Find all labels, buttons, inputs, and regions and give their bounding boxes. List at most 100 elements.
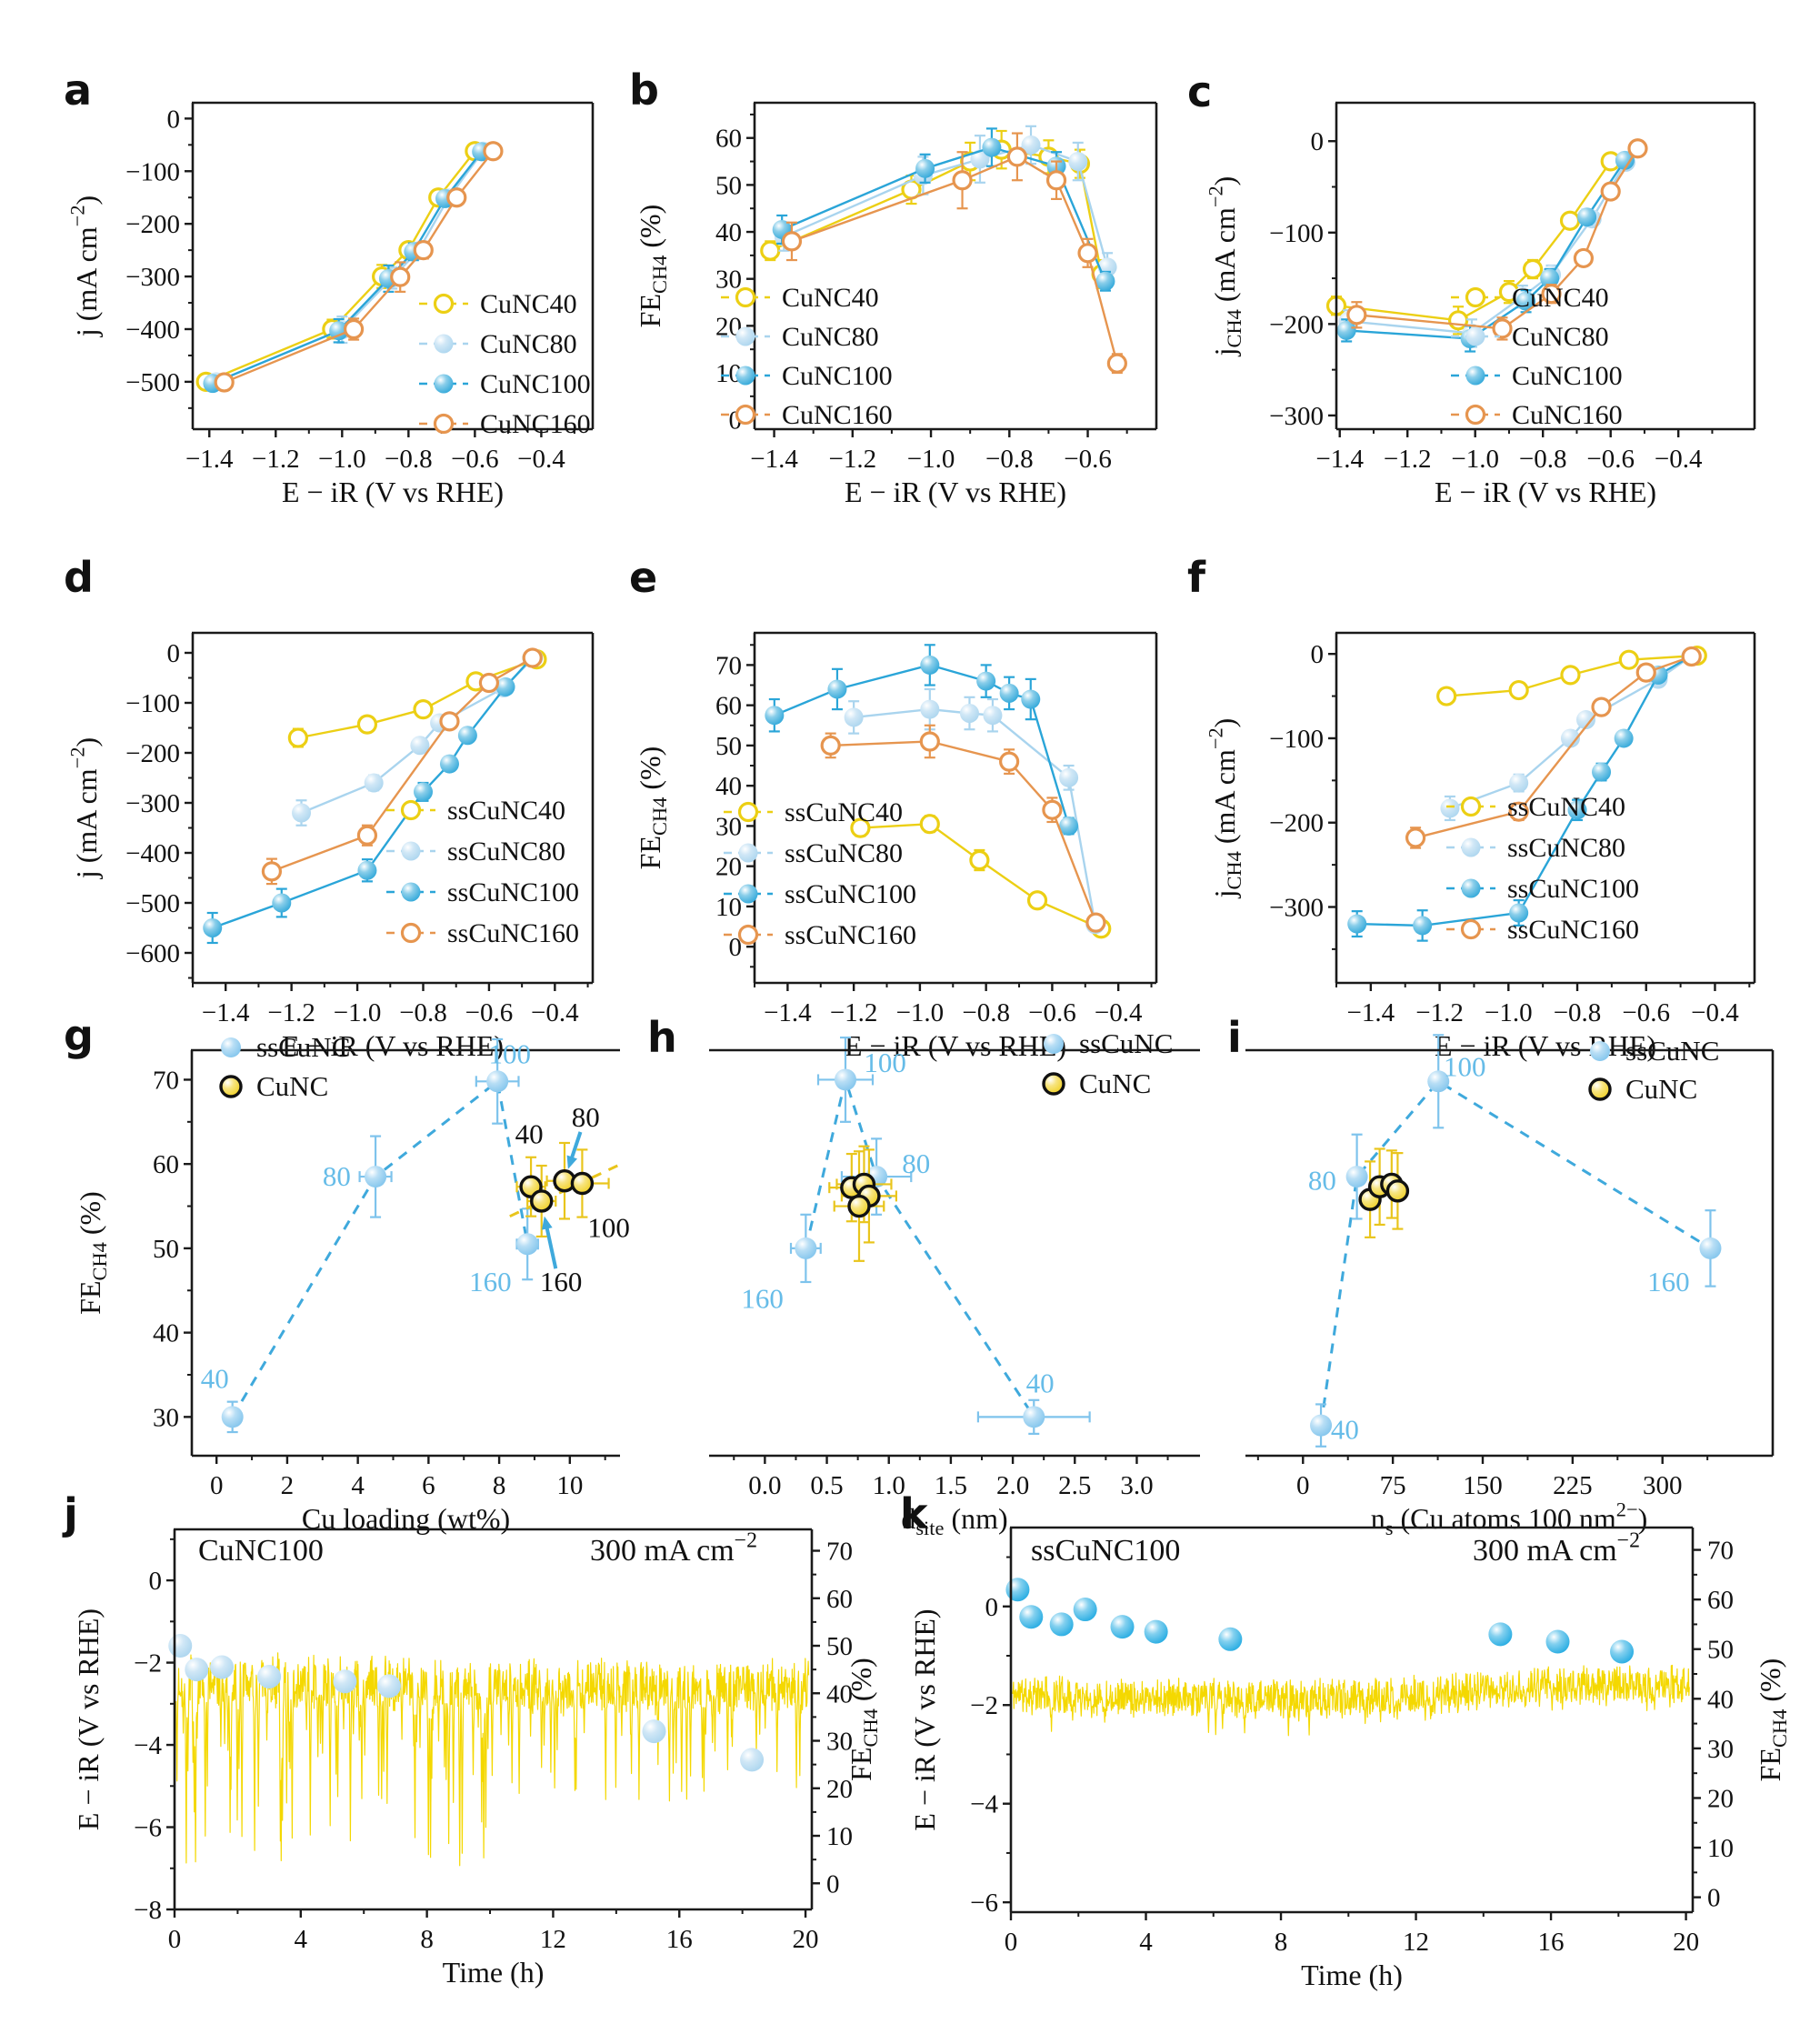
svg-text:20: 20 xyxy=(793,1925,819,1954)
svg-text:20: 20 xyxy=(1673,1928,1699,1957)
svg-text:16: 16 xyxy=(666,1925,693,1954)
svg-text:4: 4 xyxy=(351,1471,365,1500)
svg-text:0: 0 xyxy=(1311,127,1325,156)
svg-text:300 mA cm−2: 300 mA cm−2 xyxy=(1473,1529,1640,1568)
panel-h-letter: h xyxy=(647,1013,677,1062)
svg-text:−0.4: −0.4 xyxy=(1655,445,1703,474)
panel-k-letter: k xyxy=(900,1489,928,1538)
svg-text:70: 70 xyxy=(715,651,742,680)
svg-text:CuNC100: CuNC100 xyxy=(480,369,591,399)
svg-text:−0.8: −0.8 xyxy=(399,998,447,1027)
svg-text:−0.6: −0.6 xyxy=(1622,998,1670,1027)
svg-text:j (mA cm−2): j (mA cm−2) xyxy=(66,195,103,337)
svg-text:ssCuNC: ssCuNC xyxy=(1625,1035,1719,1067)
svg-text:0: 0 xyxy=(168,1925,182,1954)
svg-text:−1.0: −1.0 xyxy=(1451,445,1499,474)
svg-text:E − iR (V vs RHE): E − iR (V vs RHE) xyxy=(72,1608,105,1830)
svg-text:E − iR (V vs RHE): E − iR (V vs RHE) xyxy=(908,1608,941,1830)
svg-text:2.0: 2.0 xyxy=(996,1471,1029,1500)
panel-a: −1.4 −1.2 −1.0 −0.8 −0.6 −0.4 0 −100 −200 −300 −40… xyxy=(55,35,618,526)
svg-text:225: 225 xyxy=(1553,1471,1593,1500)
svg-text:−0.8: −0.8 xyxy=(385,445,433,474)
svg-text:FECH4 (%): FECH4 (%) xyxy=(634,205,671,328)
svg-text:40: 40 xyxy=(1331,1413,1359,1445)
svg-text:40: 40 xyxy=(515,1118,544,1150)
svg-text:−1.0: −1.0 xyxy=(907,445,955,474)
svg-text:75: 75 xyxy=(1380,1471,1406,1500)
svg-text:0.0: 0.0 xyxy=(748,1471,781,1500)
svg-text:−1.4: −1.4 xyxy=(1315,445,1364,474)
svg-text:1.0: 1.0 xyxy=(873,1471,905,1500)
svg-text:60: 60 xyxy=(715,692,742,721)
svg-text:CuNC80: CuNC80 xyxy=(480,329,577,359)
svg-text:CuNC40: CuNC40 xyxy=(480,289,577,319)
panel-c-chart: −1.4 −1.2 −1.0 −0.8 −0.6 −0.4 0 −100 −200 −300 E −… xyxy=(1205,101,1756,508)
svg-text:−1.2: −1.2 xyxy=(267,998,315,1027)
panel-h-chart: 0.0 0.5 1.0 1.5 2.0 2.5 3.0 dsite (nm) 100 80 160 4… xyxy=(709,1027,1200,1539)
svg-text:−100: −100 xyxy=(125,157,180,186)
svg-text:0: 0 xyxy=(149,1567,163,1596)
panel-a-chart: −1.4 −1.2 −1.0 −0.8 −0.6 −0.4 0 −100 −200 −300 −40… xyxy=(66,101,595,508)
panel-e: −1.4 −1.2 −1.0 −0.8 −0.6 −0.4 0 10 20 30 40 50 60 70 E… xyxy=(618,523,1182,1062)
svg-text:50: 50 xyxy=(1707,1636,1734,1665)
panel-k: 0 4 8 12 16 20 0 −2 −4 −6 0 10 20 30 40 50 60 70 FECH4 (%)… xyxy=(891,1480,1800,2024)
svg-text:150: 150 xyxy=(1463,1471,1503,1500)
svg-text:E − iR (V vs RHE): E − iR (V vs RHE) xyxy=(845,1029,1066,1062)
svg-text:30: 30 xyxy=(826,1728,853,1757)
svg-text:ssCuNC100: ssCuNC100 xyxy=(1507,874,1639,904)
svg-text:CuNC160: CuNC160 xyxy=(782,400,893,430)
svg-text:−200: −200 xyxy=(125,210,180,239)
svg-text:−1.2: −1.2 xyxy=(829,445,877,474)
svg-text:jCH4 (mA cm−2): jCH4 (mA cm−2) xyxy=(1205,718,1245,899)
svg-text:40: 40 xyxy=(715,218,742,247)
svg-text:60: 60 xyxy=(153,1150,179,1179)
svg-text:10: 10 xyxy=(1707,1834,1734,1863)
svg-text:−1.2: −1.2 xyxy=(1415,998,1464,1027)
svg-text:0: 0 xyxy=(210,1471,224,1500)
svg-text:−0.4: −0.4 xyxy=(517,445,565,474)
svg-text:30: 30 xyxy=(1707,1735,1734,1764)
svg-text:40: 40 xyxy=(826,1679,853,1708)
svg-text:100: 100 xyxy=(864,1047,906,1078)
svg-text:70: 70 xyxy=(1707,1537,1734,1566)
panel-e-letter: e xyxy=(629,553,658,602)
svg-text:1.5: 1.5 xyxy=(935,1471,967,1500)
svg-text:12: 12 xyxy=(1403,1928,1429,1957)
svg-text:40: 40 xyxy=(1707,1685,1734,1714)
svg-text:Time (h): Time (h) xyxy=(1301,1959,1403,1991)
svg-text:Time (h): Time (h) xyxy=(443,1956,545,1989)
panel-d-chart: −1.4 −1.2 −1.0 −0.8 −0.6 −0.4 0 −100 −200 −300 −40… xyxy=(66,631,595,1062)
svg-text:−6: −6 xyxy=(134,1814,162,1843)
svg-text:−8: −8 xyxy=(134,1896,162,1925)
svg-text:0: 0 xyxy=(985,1593,999,1622)
svg-text:70: 70 xyxy=(153,1066,179,1095)
svg-text:E − iR (V vs RHE): E − iR (V vs RHE) xyxy=(845,476,1066,508)
svg-text:−1.0: −1.0 xyxy=(1485,998,1533,1027)
svg-text:−0.8: −0.8 xyxy=(962,998,1010,1027)
svg-text:−300: −300 xyxy=(125,789,180,818)
svg-text:−0.8: −0.8 xyxy=(1554,998,1602,1027)
svg-text:100: 100 xyxy=(489,1038,532,1070)
svg-text:−0.4: −0.4 xyxy=(1691,998,1739,1027)
svg-text:−400: −400 xyxy=(125,316,180,345)
svg-text:3.0: 3.0 xyxy=(1120,1471,1153,1500)
svg-text:300 mA cm−2: 300 mA cm−2 xyxy=(590,1529,757,1568)
svg-text:10: 10 xyxy=(826,1822,853,1851)
svg-text:50: 50 xyxy=(153,1235,179,1264)
svg-text:0: 0 xyxy=(1005,1928,1018,1957)
svg-text:−0.6: −0.6 xyxy=(1028,998,1076,1027)
panel-b-letter: b xyxy=(629,65,659,115)
svg-text:−100: −100 xyxy=(1269,219,1324,248)
svg-text:ssCuNC100: ssCuNC100 xyxy=(1031,1534,1180,1568)
svg-text:20: 20 xyxy=(826,1775,853,1804)
svg-text:−2: −2 xyxy=(134,1649,162,1678)
svg-text:ssCuNC100: ssCuNC100 xyxy=(447,877,579,907)
svg-text:40: 40 xyxy=(201,1363,229,1395)
svg-text:ns (Cu atoms 100 nm2−): ns (Cu atoms 100 nm2−) xyxy=(1371,1498,1648,1539)
svg-text:FECH4 (%): FECH4 (%) xyxy=(1754,1658,1791,1782)
svg-text:160: 160 xyxy=(540,1266,583,1298)
svg-text:ssCuNC80: ssCuNC80 xyxy=(785,838,903,868)
